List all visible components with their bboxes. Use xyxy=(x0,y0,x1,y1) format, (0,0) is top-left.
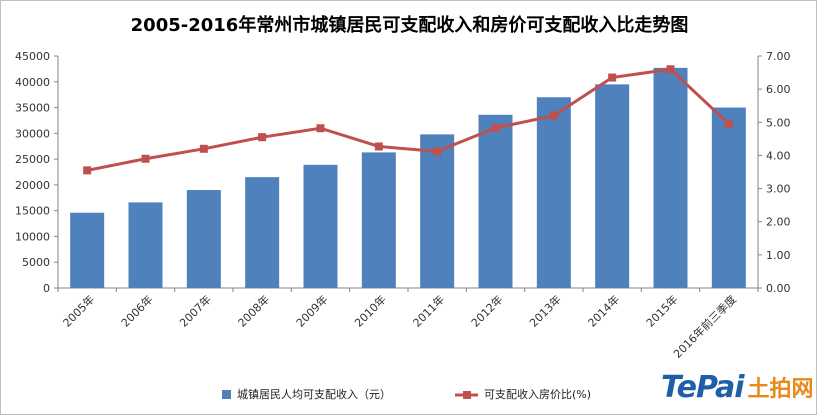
x-tick-label: 2012年 xyxy=(468,292,505,329)
line-point xyxy=(141,154,150,163)
axes: 0 5000 10000 15000 20000 25000 30000 35000 40000… xyxy=(15,50,791,295)
y-left-tick-label: 40000 xyxy=(15,76,50,89)
legend-bar-swatch xyxy=(222,390,231,399)
bar xyxy=(536,97,571,288)
line-point xyxy=(433,147,442,156)
line-point xyxy=(374,142,383,151)
y-left-tick-label: 10000 xyxy=(15,230,50,243)
line-point xyxy=(666,65,675,74)
legend-line-marker xyxy=(463,391,471,399)
legend-bar-label: 城镇居民人均可支配收入（元） xyxy=(237,387,391,401)
chart-title: 2005-2016年常州市城镇居民可支配收入和房价可支配收入比走势图 xyxy=(130,15,689,36)
y-left-tick-label: 0 xyxy=(43,282,50,295)
y-right-tick-label: 3.00 xyxy=(766,183,791,196)
line-series xyxy=(83,65,733,175)
x-tick-label: 2006年 xyxy=(118,292,155,329)
y-left-tick-label: 25000 xyxy=(15,153,50,166)
bar xyxy=(245,177,280,288)
bar xyxy=(186,190,221,288)
y-left-tick-label: 35000 xyxy=(15,102,50,115)
y-right-tick-label: 0.00 xyxy=(766,282,791,295)
line-point xyxy=(724,119,733,128)
x-tick-label: 2015年 xyxy=(643,292,680,329)
logo-latin-text: TePai xyxy=(661,369,745,405)
series-line xyxy=(86,67,730,172)
line-point xyxy=(83,166,92,175)
x-tick-label: 2009年 xyxy=(293,292,330,329)
line-point xyxy=(608,73,617,82)
line-point xyxy=(549,111,558,120)
y-left-tick-label: 15000 xyxy=(15,205,50,218)
bar xyxy=(128,202,163,288)
y-right-tick-label: 2.00 xyxy=(766,216,791,229)
x-tick-label: 2010年 xyxy=(351,292,388,329)
y-right-tick-label: 4.00 xyxy=(766,149,791,162)
line-point xyxy=(316,124,325,133)
x-tick-label: 2016年前三季度 xyxy=(670,292,739,361)
x-tick-label: 2013年 xyxy=(526,292,563,329)
y-left-tick-label: 5000 xyxy=(22,256,50,269)
y-right-tick-label: 7.00 xyxy=(766,50,791,63)
x-tick-label: 2014年 xyxy=(585,292,622,329)
bar xyxy=(361,152,396,288)
y-right-tick-label: 6.00 xyxy=(766,83,791,96)
line-point xyxy=(258,133,267,142)
bar xyxy=(303,164,338,288)
y-left-tick-label: 30000 xyxy=(15,127,50,140)
x-tick-label: 2011年 xyxy=(410,292,447,329)
logo-cjk-text: 土拍网 xyxy=(747,377,814,402)
bar-series xyxy=(70,67,746,288)
bar xyxy=(653,67,688,288)
y-right-tick-label: 5.00 xyxy=(766,116,791,129)
line-point xyxy=(491,123,500,132)
line-point xyxy=(199,144,208,153)
y-left-tick-label: 20000 xyxy=(15,179,50,192)
y-left-tick-label: 45000 xyxy=(15,50,50,63)
legend: 城镇居民人均可支配收入（元） 可支配收入房价比(%) xyxy=(222,387,591,401)
x-tick-label: 2007年 xyxy=(176,292,213,329)
bar xyxy=(478,114,513,288)
bar xyxy=(420,134,455,288)
legend-line-label: 可支配收入房价比(%) xyxy=(484,387,591,401)
bar xyxy=(595,84,630,288)
y-right-tick-label: 1.00 xyxy=(766,249,791,262)
x-tick-label: 2008年 xyxy=(235,292,272,329)
x-tick-label: 2005年 xyxy=(60,292,97,329)
bar xyxy=(711,107,746,288)
x-tick-labels: 2005年 2006年 2007年 2008年 2009年 2010年 2011年 2012年… xyxy=(60,292,739,361)
tepai-logo: TePai 土拍网 xyxy=(661,367,814,407)
bar xyxy=(70,212,105,288)
